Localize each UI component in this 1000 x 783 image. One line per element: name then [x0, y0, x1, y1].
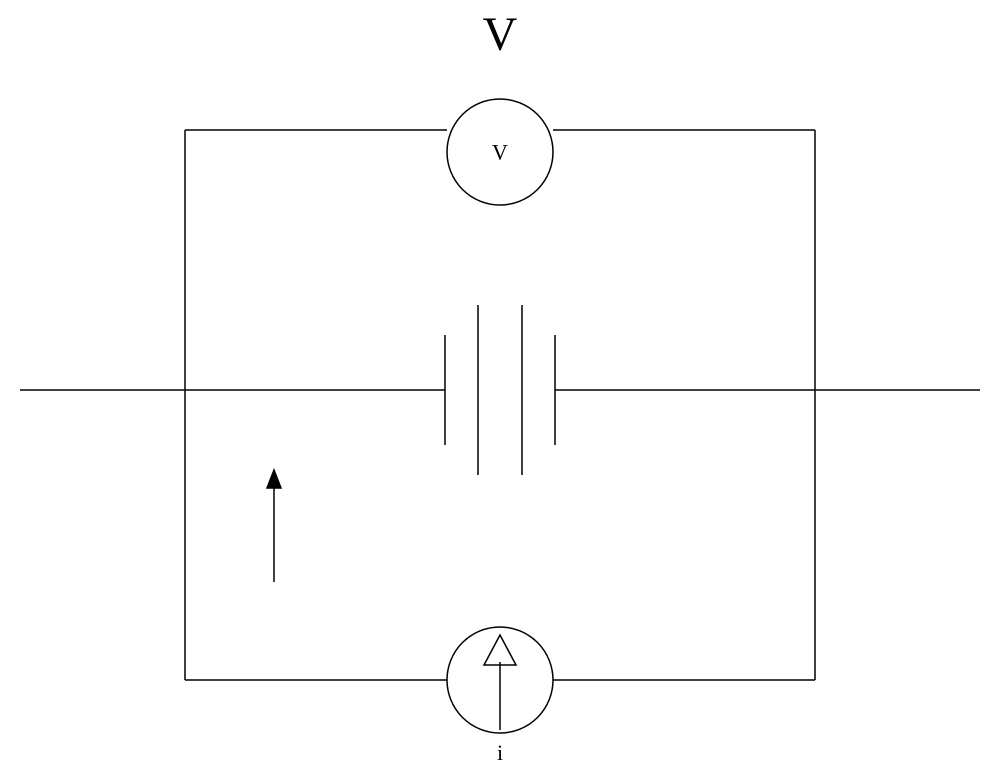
flow-arrow-head [267, 470, 281, 488]
label-current-bottom: i [497, 740, 503, 765]
current-source-arrow-head [484, 635, 516, 665]
label-voltage-top: V [483, 8, 518, 61]
voltmeter-label: V [492, 140, 508, 165]
